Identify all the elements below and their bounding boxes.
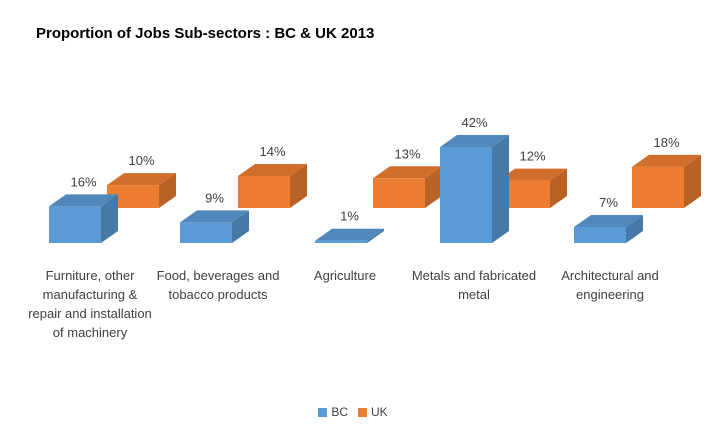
category-label-4: Architectural and engineering xyxy=(561,268,659,302)
data-label-uk-0: 10% xyxy=(128,153,154,168)
data-label-uk-4: 18% xyxy=(653,135,679,150)
bar-uk-0 xyxy=(107,173,176,208)
legend-item-uk: UK xyxy=(358,405,388,419)
data-label-uk-3: 12% xyxy=(519,149,545,164)
data-label-bc-1: 9% xyxy=(205,190,224,205)
bar-bc-1 xyxy=(180,210,249,243)
category-label-2: Agriculture xyxy=(313,268,377,283)
legend-swatch xyxy=(318,407,328,417)
bar-bc-4 xyxy=(574,215,643,243)
data-label-bc-3: 42% xyxy=(461,115,487,130)
category-label-1: Food, beverages and tobacco products xyxy=(156,268,280,302)
bar-uk-1 xyxy=(238,164,307,208)
data-label-bc-2: 1% xyxy=(340,209,359,224)
data-label-bc-0: 16% xyxy=(70,174,96,189)
category-label-3: Metals and fabricated metal xyxy=(411,268,537,302)
bar-bc-0 xyxy=(49,194,118,243)
chart-title: Proportion of Jobs Sub-sectors : BC & UK… xyxy=(36,25,375,42)
category-label-0: Furniture, other manufacturing & repair … xyxy=(28,268,152,340)
bar-uk-4 xyxy=(632,154,701,208)
legend-label: BC xyxy=(331,405,348,419)
bar-bc-2 xyxy=(315,228,384,243)
data-label-bc-4: 7% xyxy=(599,195,618,210)
data-label-uk-2: 13% xyxy=(394,146,420,161)
legend-label: UK xyxy=(371,405,388,419)
legend-item-bc: BC xyxy=(318,405,348,419)
legend-swatch xyxy=(358,407,367,417)
bar-uk-2 xyxy=(373,166,442,208)
data-label-uk-1: 14% xyxy=(259,144,285,159)
bar-bc-3 xyxy=(440,135,509,243)
legend: BC UK xyxy=(0,405,706,419)
